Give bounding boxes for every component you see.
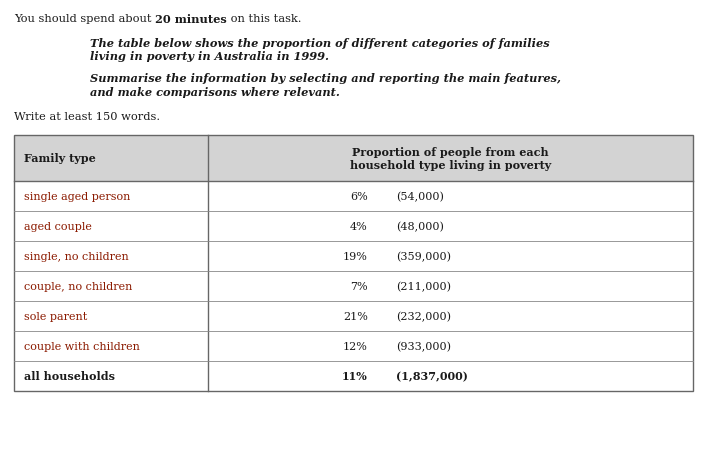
Text: 7%: 7% <box>350 282 368 291</box>
Text: living in poverty in Australia in 1999.: living in poverty in Australia in 1999. <box>90 51 329 63</box>
Text: (359,000): (359,000) <box>396 251 451 262</box>
Text: (54,000): (54,000) <box>396 191 444 202</box>
Text: all households: all households <box>24 371 115 382</box>
Bar <box>14 136 693 181</box>
Text: and make comparisons where relevant.: and make comparisons where relevant. <box>90 86 340 97</box>
Text: (48,000): (48,000) <box>396 221 444 232</box>
Text: The table below shows the proportion of different categories of families: The table below shows the proportion of … <box>90 38 549 49</box>
Text: 19%: 19% <box>343 251 368 262</box>
Text: single, no children: single, no children <box>24 251 129 262</box>
Text: (232,000): (232,000) <box>396 311 451 321</box>
Text: Write at least 150 words.: Write at least 150 words. <box>14 112 160 122</box>
Text: 11%: 11% <box>342 371 368 382</box>
Text: on this task.: on this task. <box>227 14 301 24</box>
Text: (933,000): (933,000) <box>396 341 451 351</box>
Text: couple with children: couple with children <box>24 341 140 351</box>
Text: You should spend about: You should spend about <box>14 14 155 24</box>
Text: (211,000): (211,000) <box>396 281 451 292</box>
Text: 6%: 6% <box>350 192 368 201</box>
Text: 12%: 12% <box>343 341 368 351</box>
Text: couple, no children: couple, no children <box>24 282 133 291</box>
Text: aged couple: aged couple <box>24 221 92 232</box>
Text: sole parent: sole parent <box>24 311 87 321</box>
Text: 20 minutes: 20 minutes <box>155 14 227 25</box>
Text: (1,837,000): (1,837,000) <box>396 371 468 382</box>
Text: 21%: 21% <box>343 311 368 321</box>
Text: Summarise the information by selecting and reporting the main features,: Summarise the information by selecting a… <box>90 73 561 84</box>
Text: Proportion of people from each
household type living in poverty: Proportion of people from each household… <box>350 147 551 170</box>
Text: 4%: 4% <box>350 221 368 232</box>
Text: Family type: Family type <box>24 153 96 163</box>
Text: single aged person: single aged person <box>24 192 130 201</box>
